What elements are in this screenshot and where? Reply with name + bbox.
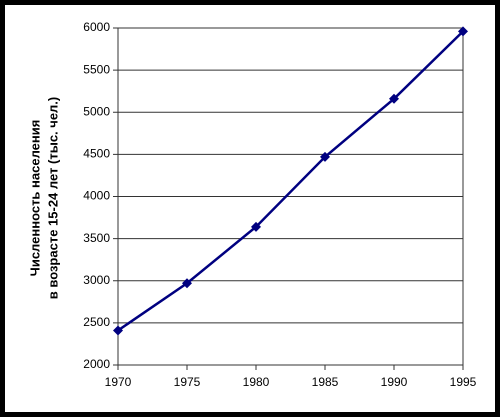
- y-tick-label: 4000: [83, 189, 110, 203]
- x-tick-label: 1975: [174, 375, 201, 389]
- data-line: [117, 30, 464, 332]
- y-axis-title: Численность населения в возрасте 15-24 л…: [27, 97, 60, 299]
- y-tick-label: 4500: [83, 147, 110, 161]
- data-marker: [251, 221, 261, 232]
- y-tick-label: 3500: [83, 231, 110, 245]
- y-tick-label: 3000: [83, 273, 110, 287]
- plot-border: [117, 27, 464, 366]
- x-tick-label: 1985: [312, 375, 339, 389]
- data-marker: [182, 278, 192, 289]
- x-tick-label: 1995: [450, 375, 477, 389]
- x-tick-label: 1990: [381, 375, 408, 389]
- data-marker: [389, 93, 399, 104]
- data-marker: [320, 151, 330, 162]
- y-axis-title-line: Численность населения: [27, 120, 42, 277]
- x-tick-label: 1970: [105, 375, 132, 389]
- data-marker: [113, 325, 123, 336]
- y-tick-label: 5000: [83, 104, 110, 118]
- y-tick-label: 2000: [83, 357, 110, 371]
- y-tick-label: 6000: [83, 20, 110, 34]
- x-tick-label: 1980: [243, 375, 270, 389]
- y-tick-label: 5500: [83, 62, 110, 76]
- y-tick-label: 2500: [83, 315, 110, 329]
- data-marker: [458, 26, 468, 37]
- y-axis-title-line: в возрасте 15-24 лет (тыс. чел.): [45, 97, 60, 299]
